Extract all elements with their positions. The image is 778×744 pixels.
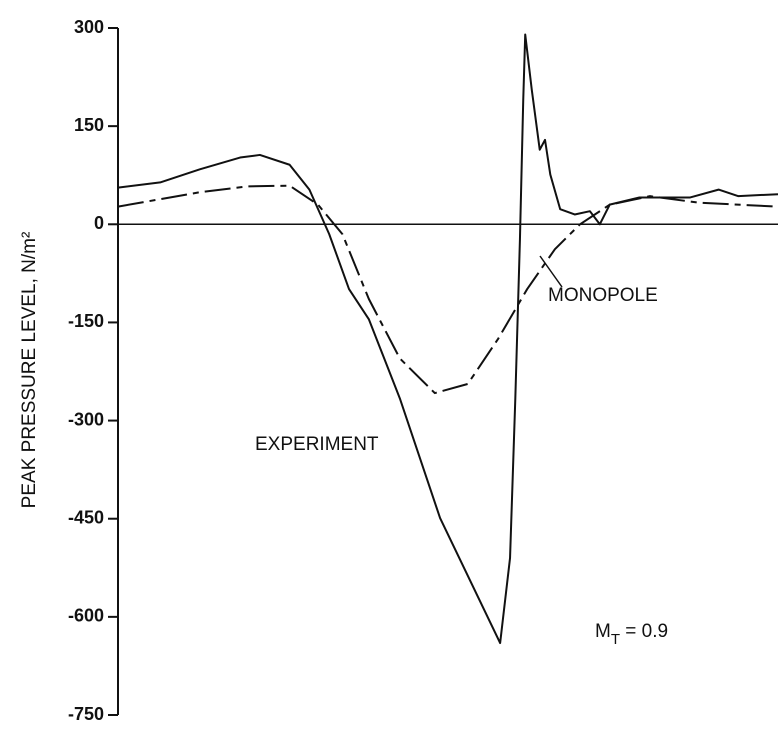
y-tick-label: -150 — [68, 311, 104, 331]
series-label: MONOPOLE — [548, 285, 658, 306]
y-tick-label: -300 — [68, 409, 104, 429]
series-line — [117, 184, 778, 395]
y-axis-label: PEAK PRESSURE LEVEL, N/m² — [19, 232, 40, 509]
leader-line — [539, 255, 563, 288]
annotation: MT = 0.9 — [595, 621, 668, 648]
y-tick-label: -750 — [68, 704, 104, 724]
annotation-rest: = 0.9 — [620, 621, 668, 642]
y-tick-label: 0 — [94, 213, 104, 233]
annotation-subscript: T — [611, 631, 620, 648]
annotation-main: M — [595, 621, 611, 642]
y-tick-label: -450 — [68, 507, 104, 527]
series-label: EXPERIMENT — [255, 434, 379, 455]
y-tick-label: 150 — [74, 115, 104, 135]
series-line — [117, 33, 778, 645]
y-tick-label: 300 — [74, 17, 104, 37]
y-tick-label: -600 — [68, 606, 104, 626]
